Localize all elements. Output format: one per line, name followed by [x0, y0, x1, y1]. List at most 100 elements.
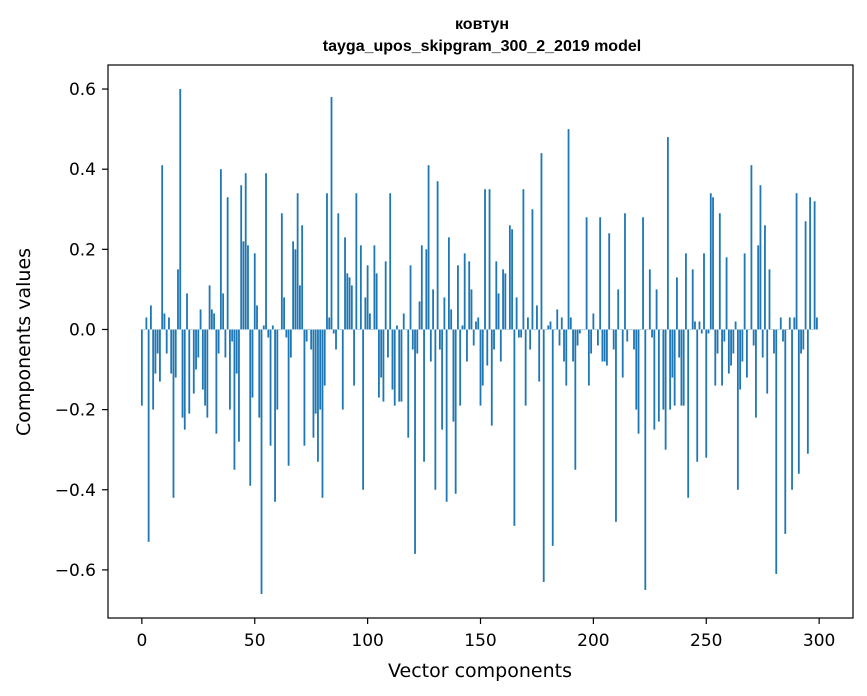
bar: [736, 329, 739, 490]
bar: [527, 317, 529, 330]
x-tick-label: 50: [244, 631, 266, 651]
y-tick-label: 0.4: [69, 160, 96, 180]
bar: [247, 245, 249, 330]
bar: [337, 213, 340, 330]
bar: [481, 329, 484, 386]
bar: [603, 329, 606, 362]
bar: [531, 209, 534, 330]
bar: [396, 325, 398, 330]
bar: [348, 277, 351, 330]
bar: [267, 329, 270, 338]
bar: [549, 321, 552, 330]
bar: [280, 213, 283, 330]
bar: [513, 329, 516, 526]
bar: [791, 329, 793, 490]
bar: [217, 329, 220, 354]
bar: [657, 329, 660, 422]
bar: [253, 253, 256, 330]
bar: [572, 329, 574, 362]
bar: [420, 245, 423, 330]
bar: [459, 329, 462, 406]
bar: [140, 329, 143, 406]
bar: [682, 329, 685, 406]
bar: [224, 329, 227, 358]
bar: [265, 173, 267, 330]
bar: [438, 329, 441, 350]
bar: [452, 329, 455, 422]
bar: [587, 329, 590, 386]
bar: [368, 313, 371, 330]
bar: [210, 309, 213, 330]
bar: [800, 329, 802, 354]
bar: [454, 329, 457, 494]
bar: [797, 329, 800, 474]
bar: [795, 193, 798, 330]
bars-group: [140, 89, 818, 594]
x-tick-label: 250: [690, 631, 722, 651]
bar: [312, 329, 315, 438]
bar: [447, 237, 450, 330]
bar: [305, 329, 308, 342]
y-tick-label: −0.2: [55, 401, 96, 421]
bar: [310, 329, 313, 350]
bar: [321, 329, 324, 498]
bar: [233, 329, 236, 470]
bar: [809, 197, 812, 330]
bar: [229, 329, 231, 410]
y-tick-label: 0.6: [69, 80, 96, 100]
bar: [450, 309, 453, 330]
bar: [752, 329, 755, 346]
bar: [615, 329, 617, 522]
bar: [750, 165, 753, 330]
bar: [199, 309, 202, 330]
bar: [303, 329, 306, 446]
bar: [536, 305, 538, 330]
bar: [418, 301, 421, 330]
chart-title: ковтун: [455, 16, 509, 33]
bar: [350, 285, 353, 330]
bar: [687, 329, 690, 498]
bar: [262, 325, 265, 330]
bar: [626, 329, 629, 342]
bar: [617, 289, 620, 330]
bar: [547, 325, 550, 330]
bar: [669, 329, 672, 410]
x-axis-label: Vector components: [388, 660, 572, 682]
bar: [542, 329, 545, 582]
bar: [411, 329, 414, 350]
bar: [714, 329, 717, 386]
bar: [441, 329, 444, 430]
bar: [734, 321, 737, 330]
bar: [249, 329, 252, 486]
bar: [644, 329, 647, 590]
bar: [181, 329, 184, 418]
bar: [213, 313, 216, 330]
bar: [504, 273, 507, 330]
bar: [499, 329, 502, 362]
bar: [359, 245, 362, 330]
bar: [768, 269, 771, 330]
bar: [484, 189, 486, 330]
bar: [666, 137, 669, 330]
bar: [183, 329, 186, 430]
bar: [806, 329, 809, 454]
bar: [590, 329, 593, 354]
bar: [727, 329, 730, 374]
bar: [238, 329, 240, 442]
bar: [723, 329, 726, 342]
bar: [599, 217, 602, 330]
bar: [289, 329, 292, 358]
bar: [764, 225, 766, 330]
bar: [759, 185, 762, 330]
bar: [332, 329, 335, 334]
bar: [558, 329, 561, 346]
bar: [285, 329, 288, 338]
x-tick-label: 200: [577, 631, 609, 651]
bar: [147, 329, 150, 542]
bar: [391, 329, 394, 390]
bar: [678, 329, 681, 358]
bar: [375, 273, 378, 330]
bar: [398, 329, 401, 402]
y-axis: −0.6 −0.4 −0.2 0.0 0.2 0.4 0.6: [55, 80, 108, 581]
